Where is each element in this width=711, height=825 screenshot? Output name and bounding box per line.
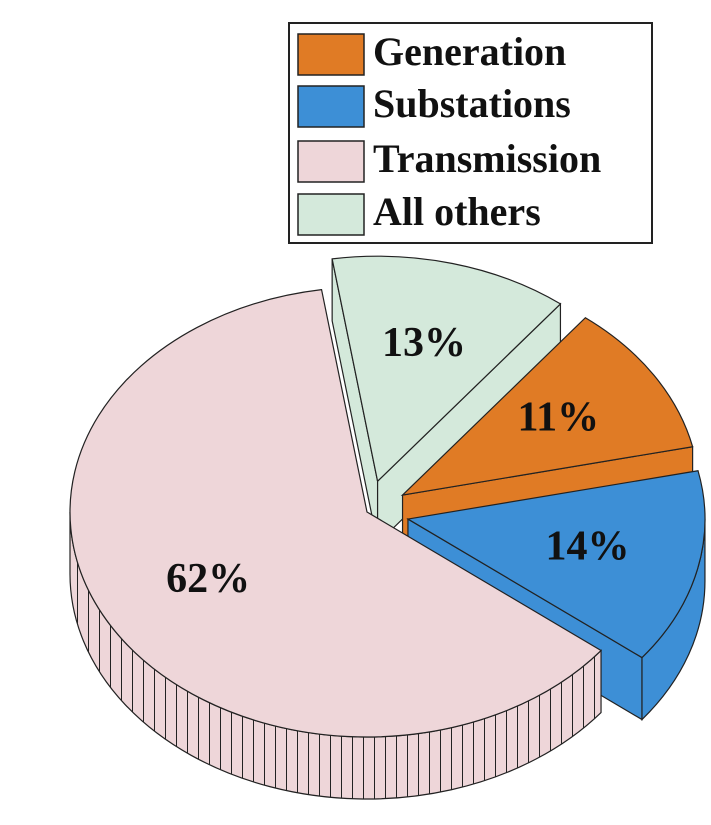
value-label: 11%: [518, 394, 600, 440]
pie-slice: [69, 288, 603, 738]
legend-label: Generation: [373, 29, 566, 74]
legend-label: Substations: [373, 81, 571, 126]
pie-slice: [331, 255, 562, 483]
pie-slice: [406, 470, 706, 659]
value-label: 14%: [546, 524, 630, 570]
value-label: 13%: [382, 320, 466, 366]
pie-slice: [400, 316, 694, 496]
legend: Generation Substations Transmission All oth…: [297, 29, 601, 236]
legend-swatch: [297, 193, 365, 236]
value-label: 62%: [166, 556, 250, 602]
legend-swatch: [297, 85, 365, 128]
legend-swatch: [297, 140, 365, 183]
legend-swatch: [297, 33, 365, 76]
legend-label: Transmission: [373, 136, 601, 181]
slice: [69, 288, 603, 800]
pie: 11% 14% 62% 13%: [69, 255, 706, 800]
legend-label: All others: [373, 189, 541, 234]
